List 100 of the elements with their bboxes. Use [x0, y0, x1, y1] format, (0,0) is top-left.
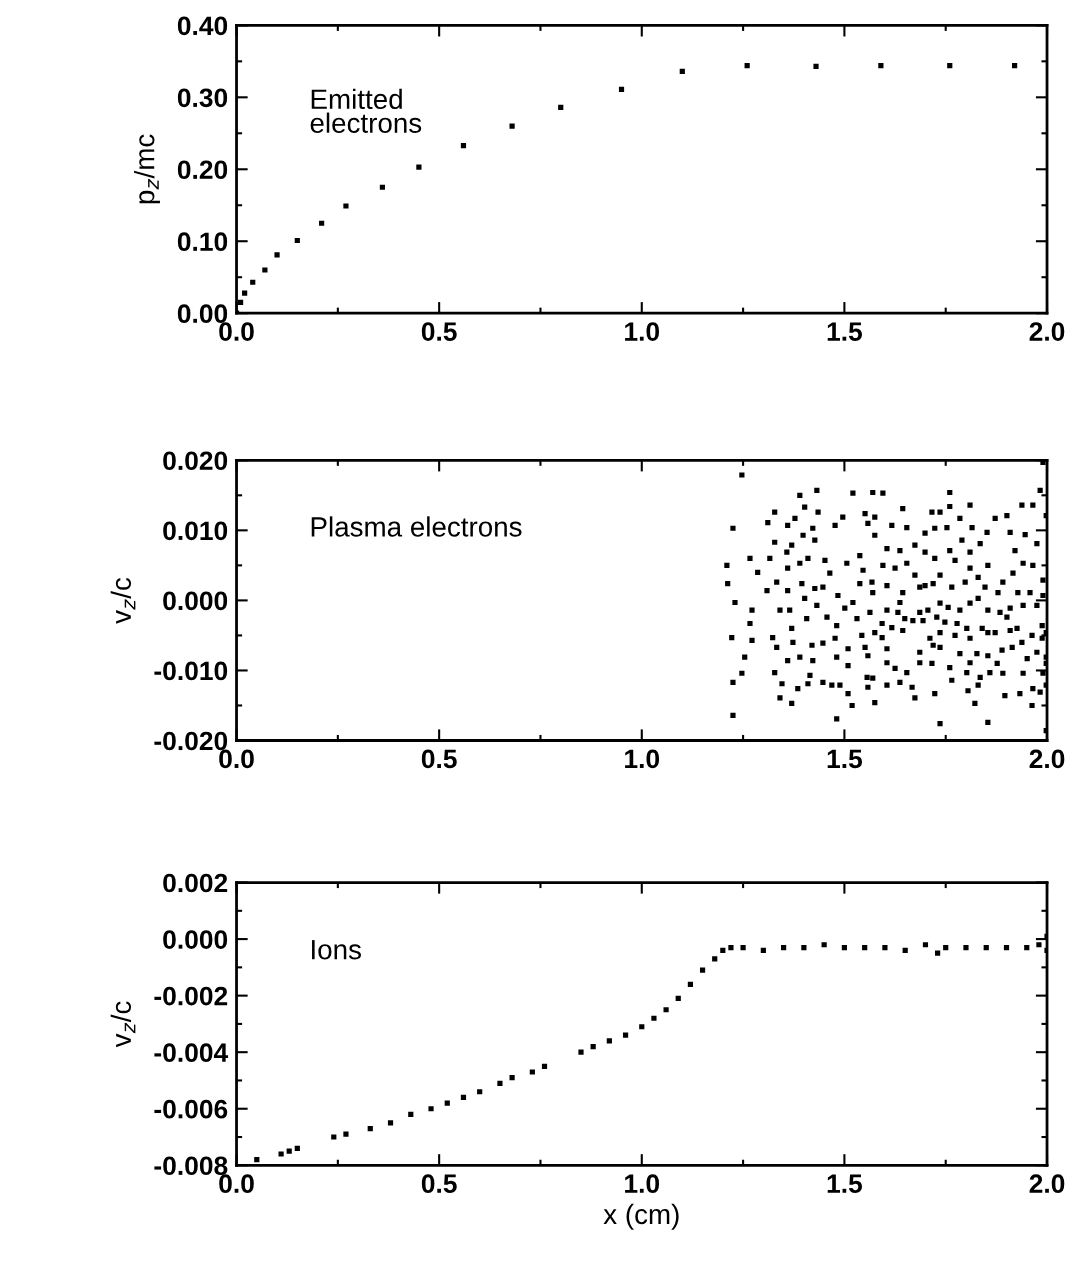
x-tick-label: 1.0 — [625, 749, 660, 769]
x-tick-label: 0.5 — [421, 749, 457, 769]
y-tick-label: 0.010 — [163, 521, 228, 541]
point — [428, 1106, 434, 1112]
point — [242, 290, 248, 296]
point — [250, 279, 256, 285]
point — [1012, 63, 1018, 69]
y-tick-label: 0.30 — [177, 88, 228, 108]
point — [902, 947, 908, 953]
x-tick-label: 1.5 — [827, 322, 863, 341]
annotation: Emitted electrons — [310, 88, 422, 133]
x-tick-label: 2.0 — [1029, 322, 1065, 341]
point — [408, 1111, 414, 1117]
point — [1003, 944, 1010, 951]
point — [841, 944, 847, 951]
x-tick-label: 1.5 — [827, 749, 863, 769]
point — [740, 944, 746, 951]
point — [935, 950, 941, 956]
y-tick-label: -0.006 — [154, 1099, 228, 1119]
x-tick-label: 1.0 — [625, 322, 660, 341]
y-tick-label: 0.10 — [177, 232, 228, 252]
point — [319, 220, 325, 226]
point — [278, 1151, 284, 1157]
point — [878, 63, 884, 69]
y-axis-title: v$_{z}$/c — [110, 577, 136, 624]
y-tick-label: 0.002 — [163, 873, 228, 893]
point — [343, 1131, 349, 1137]
y-axis-title: v$_{z}$/c — [110, 1001, 136, 1048]
point — [387, 1120, 394, 1126]
point — [651, 1015, 657, 1021]
point — [618, 86, 625, 92]
point — [331, 1134, 337, 1140]
point — [622, 1032, 629, 1038]
point — [416, 164, 422, 170]
point — [294, 1145, 300, 1151]
point — [497, 1080, 503, 1086]
point — [813, 63, 819, 69]
point — [821, 942, 827, 948]
y-tick-label: -0.004 — [154, 1043, 229, 1063]
point — [254, 1157, 260, 1163]
point — [801, 944, 807, 951]
point — [477, 1089, 483, 1095]
point — [606, 1038, 612, 1044]
point — [675, 995, 681, 1002]
point — [862, 944, 868, 951]
x-tick-label: 2.0 — [1029, 1174, 1065, 1194]
point — [529, 1069, 535, 1075]
y-tick-label: 0.020 — [163, 451, 228, 471]
annotation: Plasma electrons — [311, 516, 522, 537]
point — [558, 104, 564, 110]
x-tick-label: 0.5 — [421, 1174, 457, 1194]
x-tick-label: 1.0 — [625, 1174, 660, 1194]
x-tick-label: 0.0 — [219, 749, 254, 769]
point — [460, 142, 467, 149]
x-tick-label: 0.5 — [421, 322, 457, 341]
point — [1036, 942, 1042, 948]
point — [444, 1100, 450, 1106]
y-tick-label: 0.40 — [177, 16, 228, 36]
point — [922, 942, 929, 948]
x-tick-label: 0.0 — [219, 322, 254, 341]
y-tick-label: 0.20 — [177, 160, 228, 180]
point — [744, 63, 750, 69]
point — [262, 267, 268, 273]
y-tick-label: 0.000 — [163, 591, 228, 611]
x-tick-label: 0.0 — [219, 1174, 254, 1194]
point — [963, 944, 969, 951]
y-tick-label: -0.002 — [154, 986, 228, 1006]
point — [343, 203, 349, 209]
point — [882, 944, 888, 951]
x-tick-label: 1.5 — [827, 1174, 863, 1194]
y-tick-label: -0.008 — [154, 1156, 228, 1176]
y-tick-label: -0.020 — [154, 731, 228, 751]
point — [687, 981, 694, 987]
point — [379, 184, 386, 190]
annotation: Ions — [312, 940, 361, 960]
point — [578, 1049, 584, 1055]
point — [712, 956, 718, 962]
point — [679, 68, 685, 75]
point — [1024, 944, 1030, 951]
y-tick-label: -0.010 — [154, 661, 228, 681]
point — [947, 63, 953, 69]
point — [720, 947, 726, 953]
point — [294, 237, 300, 244]
point — [699, 967, 706, 973]
point — [943, 944, 949, 951]
point — [460, 1094, 467, 1101]
y-tick-label: 0.000 — [163, 930, 228, 949]
point — [728, 944, 734, 951]
point — [286, 1148, 292, 1154]
point — [639, 1024, 645, 1030]
point — [367, 1125, 373, 1132]
point — [274, 252, 280, 258]
point — [541, 1063, 548, 1069]
point — [237, 299, 244, 305]
point — [590, 1043, 596, 1050]
point — [983, 944, 989, 951]
x-axis-title: x (cm) — [603, 1203, 679, 1230]
x-tick-label: 2.0 — [1029, 749, 1065, 769]
point — [509, 1075, 515, 1081]
point — [781, 944, 787, 951]
